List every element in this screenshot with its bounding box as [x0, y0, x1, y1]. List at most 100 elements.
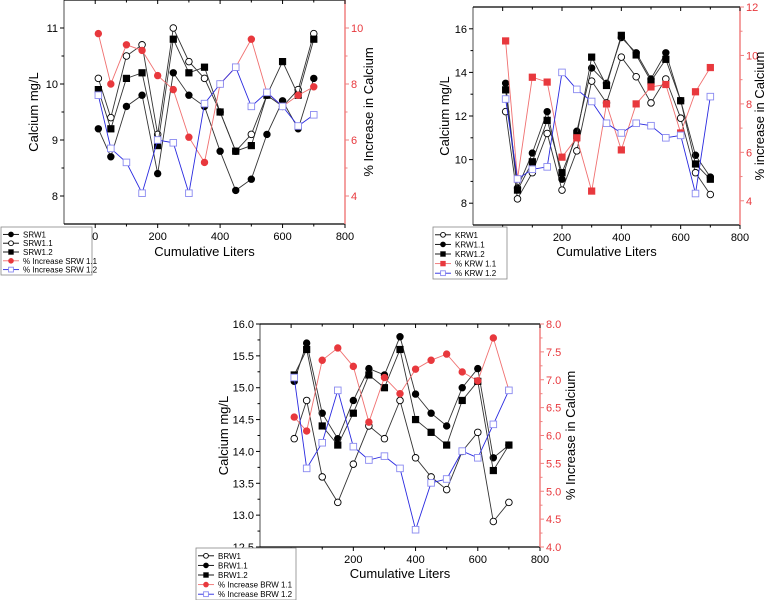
data-point	[474, 454, 482, 462]
series-krw1-2	[502, 31, 714, 194]
y2-tick-label: 10	[351, 23, 363, 35]
data-point	[169, 24, 178, 32]
y2-tick-label: 6	[746, 147, 752, 159]
data-point	[443, 441, 451, 449]
data-point	[617, 53, 626, 61]
data-point	[365, 456, 373, 464]
data-point	[396, 389, 404, 398]
data-point	[427, 428, 435, 436]
data-point	[185, 189, 193, 197]
chart-brw: 020040060080012.513.013.514.014.515.015.…	[195, 319, 578, 600]
y-tick-label: 8	[461, 198, 467, 210]
data-point	[411, 525, 420, 534]
data-point	[185, 91, 193, 99]
data-point	[334, 344, 342, 352]
y2-tick-label: 7.5	[546, 347, 561, 359]
data-point	[365, 364, 373, 373]
data-point	[543, 129, 551, 138]
y2-tick-label: 10	[746, 50, 758, 62]
series-brw1	[290, 396, 513, 526]
y-tick-label: 11	[47, 23, 58, 35]
data-point	[365, 371, 373, 379]
data-point	[602, 119, 611, 128]
data-point	[94, 125, 103, 133]
data-point	[247, 102, 256, 111]
data-point	[380, 373, 389, 382]
y2-tick-label: 4	[746, 196, 752, 208]
data-point	[107, 144, 115, 153]
y-tick-label: 10	[455, 155, 467, 167]
data-point	[185, 133, 193, 141]
series--krw-1-2	[501, 68, 715, 198]
data-point	[153, 71, 162, 80]
data-point	[588, 187, 596, 195]
chart-krw: 02004006008008101214164681012Cumulative …	[432, 2, 767, 280]
data-point	[543, 163, 551, 171]
data-point	[489, 466, 497, 475]
x-tick-label: 0	[92, 231, 98, 243]
data-point	[632, 51, 640, 59]
data-point	[543, 78, 551, 86]
series-line	[505, 36, 711, 190]
data-point	[216, 80, 224, 88]
series-srw1	[94, 69, 318, 195]
series-line	[97, 71, 315, 192]
data-point	[632, 100, 640, 108]
data-point	[310, 83, 318, 91]
x-tick-label: 400	[612, 232, 630, 244]
data-point	[458, 384, 466, 392]
data-point	[396, 333, 404, 341]
data-point	[349, 442, 358, 451]
data-point	[427, 409, 435, 417]
legend-marker	[203, 581, 209, 588]
legend-label: % Increase SRW 1.2	[23, 266, 98, 275]
legend-label: % KRW 1.2	[455, 269, 497, 278]
data-point	[647, 83, 655, 91]
data-point	[617, 146, 625, 154]
legend-box	[0, 226, 93, 276]
y-tick-label: 12	[455, 111, 467, 123]
legend-label: % Increase BRW 1.2	[218, 590, 293, 599]
y-tick-label: 14.0	[233, 446, 254, 458]
data-point	[602, 100, 611, 108]
data-point	[513, 186, 522, 194]
data-point	[153, 136, 162, 144]
y-tick-label: 16.0	[233, 319, 254, 331]
x-tick-label: 200	[148, 231, 166, 243]
y2-tick-label: 4.0	[546, 542, 561, 554]
y2-axis-title: % increase in Calcium	[752, 52, 767, 181]
data-point	[706, 175, 714, 183]
legend-marker	[8, 266, 14, 273]
data-point	[247, 35, 256, 43]
data-point	[138, 189, 146, 197]
data-point	[442, 422, 451, 430]
legend-marker	[8, 257, 14, 264]
data-point	[647, 99, 655, 107]
y-tick-label: 9	[52, 135, 58, 147]
data-point	[318, 422, 326, 430]
legend-box	[195, 547, 297, 600]
legend-marker	[203, 572, 209, 578]
data-point	[122, 41, 131, 49]
y2-tick-label: 4.5	[546, 514, 561, 526]
series--increase-brw-1-2	[290, 373, 513, 534]
data-point	[543, 107, 551, 116]
series-line	[97, 66, 315, 195]
data-point	[442, 485, 451, 494]
data-point	[691, 189, 700, 198]
data-point	[442, 475, 451, 483]
y2-tick-label: 6.0	[546, 431, 561, 443]
legend-label: SRW1	[23, 230, 47, 239]
x-tick-label: 600	[671, 232, 689, 244]
data-point	[232, 186, 240, 195]
data-point	[318, 473, 326, 481]
data-point	[380, 434, 389, 443]
data-point	[632, 73, 640, 81]
data-point	[528, 165, 537, 174]
data-point	[662, 134, 670, 142]
data-point	[310, 111, 318, 119]
data-point	[558, 169, 566, 177]
series-brw1-1	[290, 333, 513, 462]
